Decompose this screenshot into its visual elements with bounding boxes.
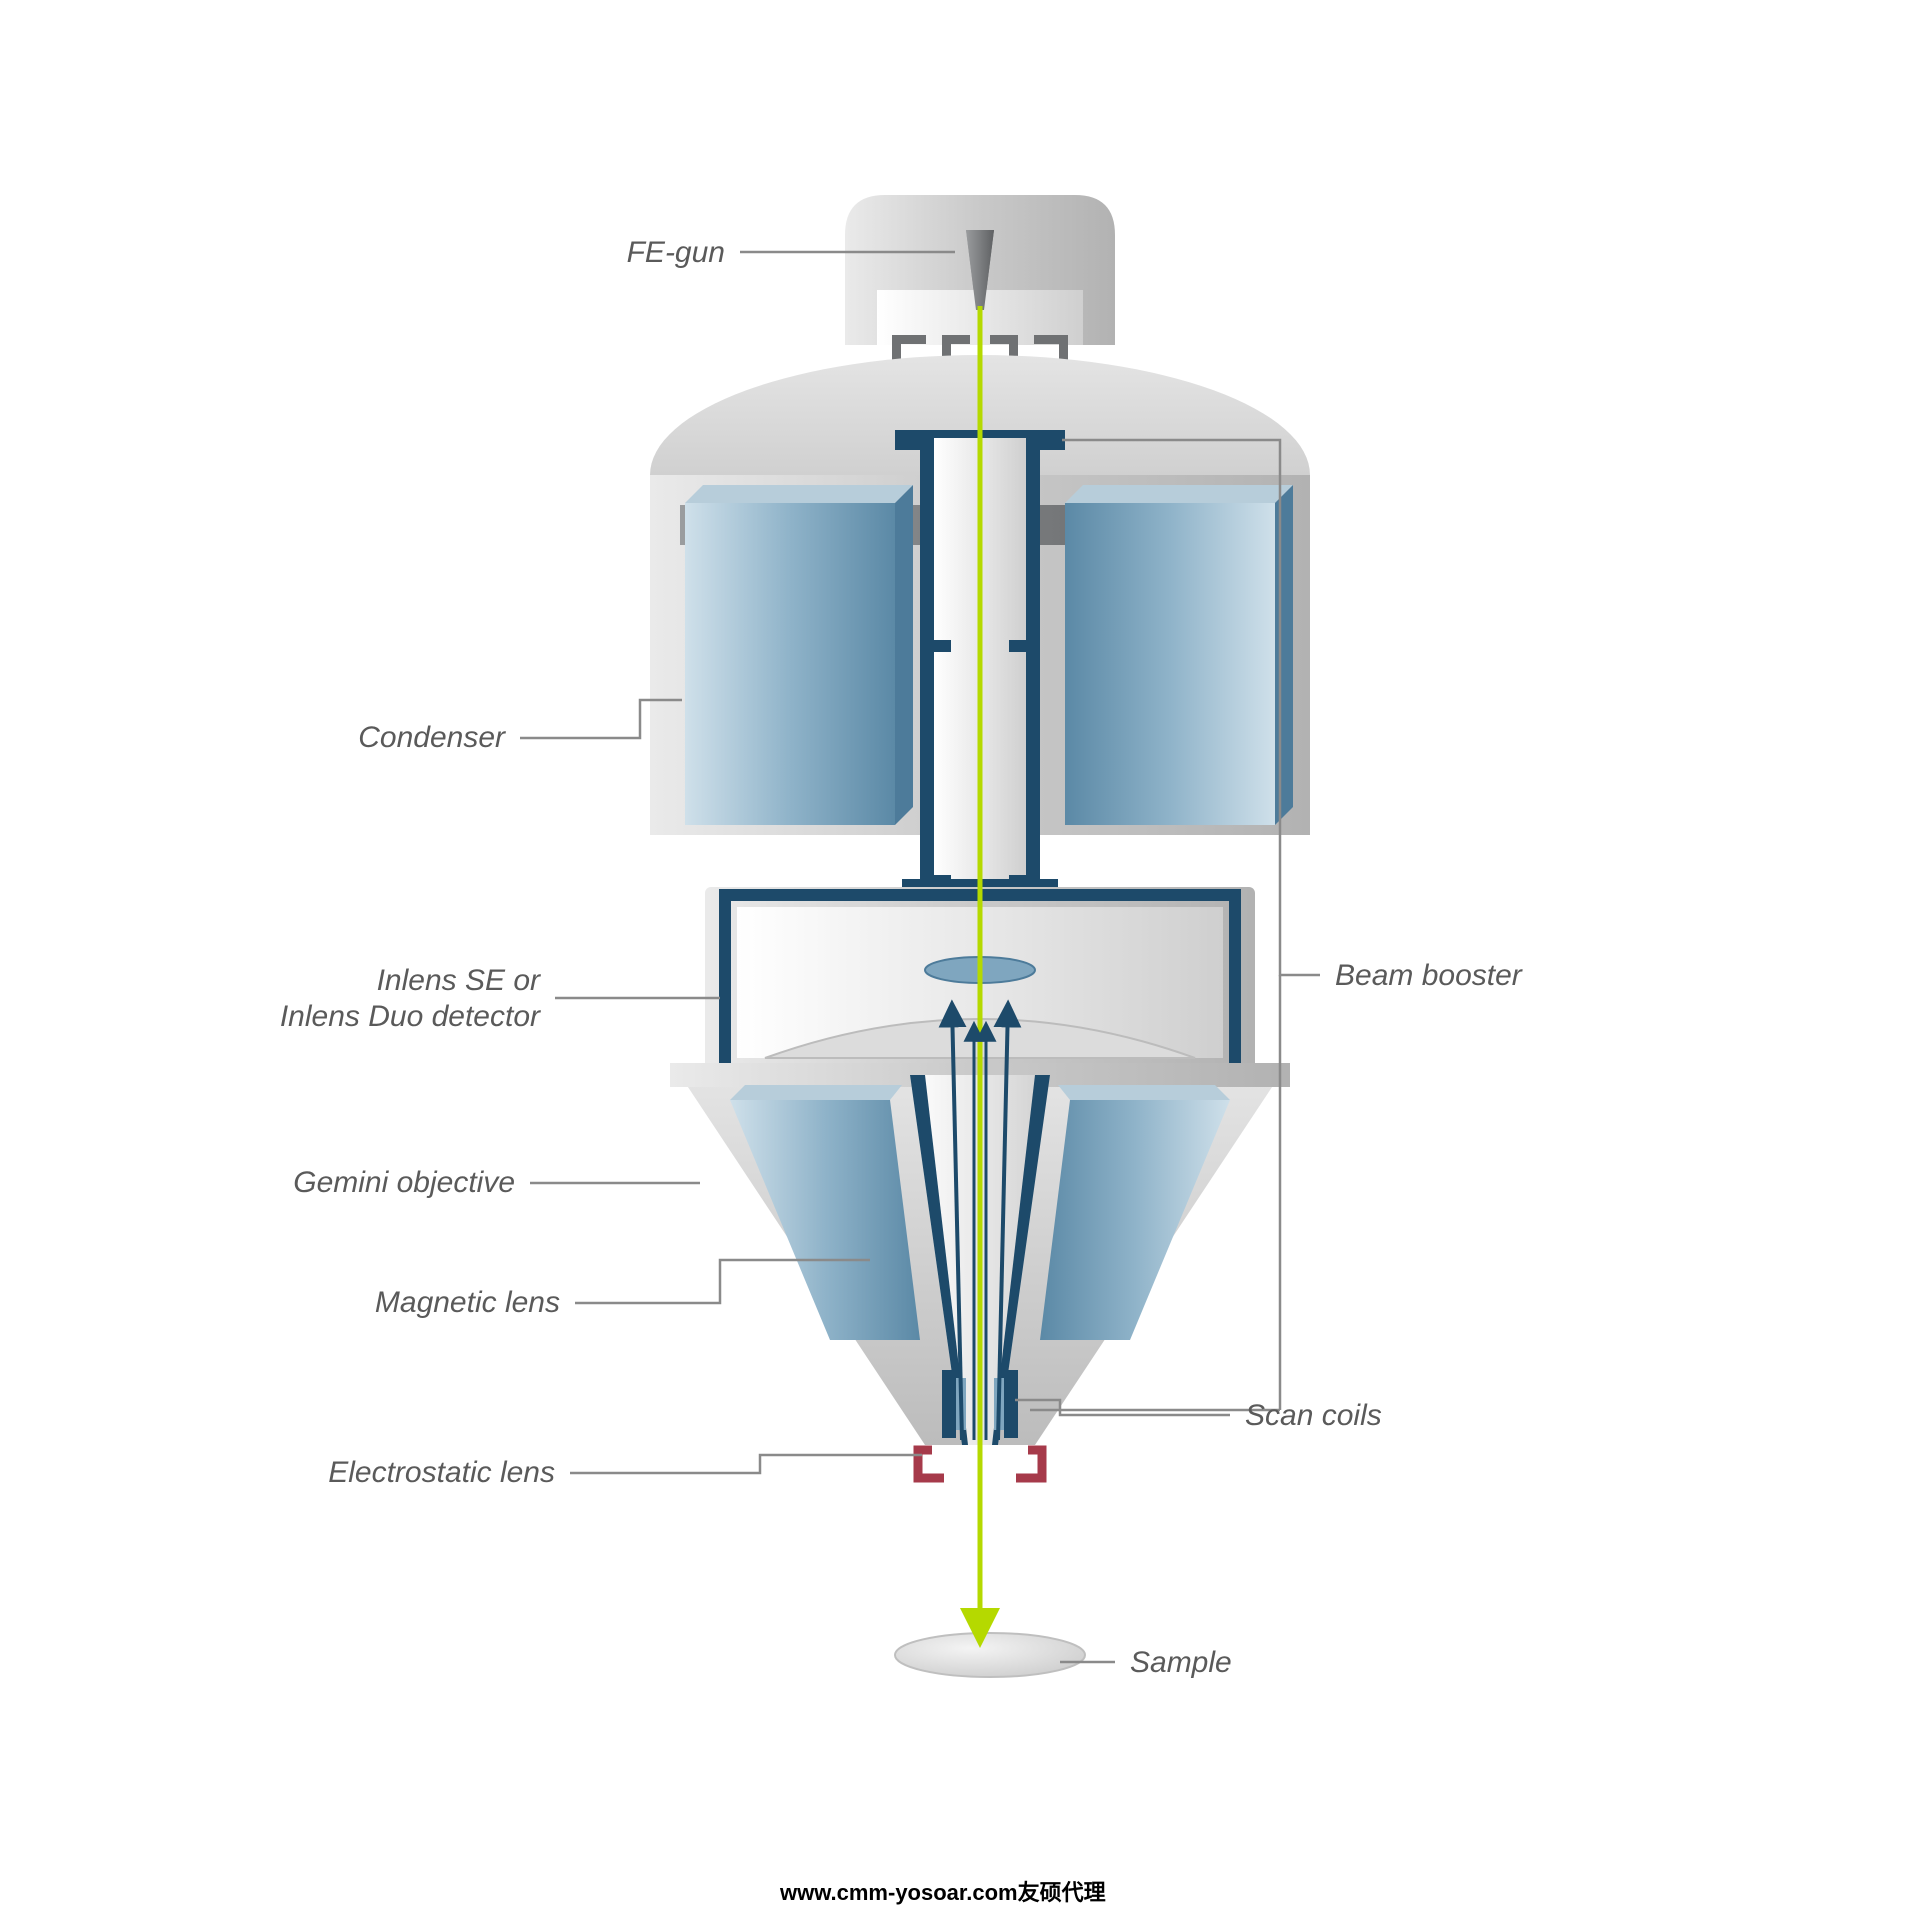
label-scan-coils: Scan coils bbox=[1245, 1398, 1382, 1434]
diagram-canvas bbox=[0, 0, 1920, 1920]
label-condenser: Condenser bbox=[358, 720, 505, 756]
label-inlens: Inlens SE or Inlens Duo detector bbox=[280, 963, 540, 1035]
label-electrostatic: Electrostatic lens bbox=[328, 1455, 555, 1491]
label-beam-booster: Beam booster bbox=[1335, 958, 1522, 994]
footer-watermark: www.cmm-yosoar.com友硕代理 bbox=[780, 1875, 1106, 1907]
label-magnetic: Magnetic lens bbox=[375, 1285, 560, 1321]
label-fe-gun: FE-gun bbox=[627, 235, 725, 271]
label-sample: Sample bbox=[1130, 1645, 1232, 1681]
diagram-svg bbox=[0, 0, 1920, 1920]
label-gemini: Gemini objective bbox=[293, 1165, 515, 1201]
